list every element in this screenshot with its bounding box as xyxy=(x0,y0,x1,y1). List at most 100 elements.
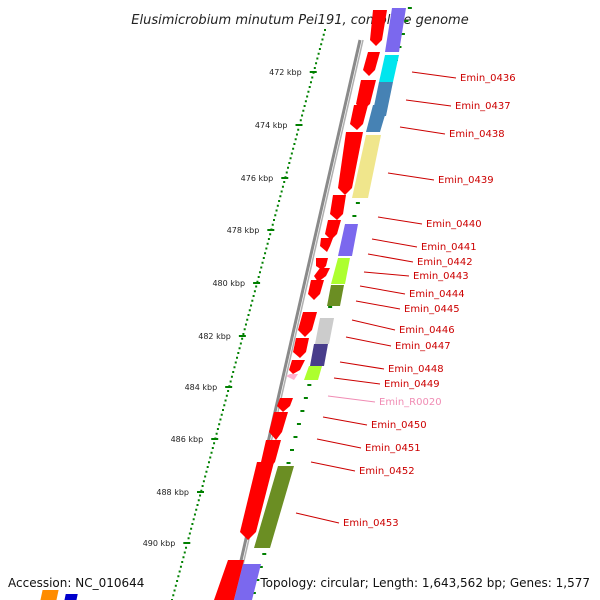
ruler-dot xyxy=(315,62,318,65)
gene-block-orange[interactable] xyxy=(40,590,59,600)
ruler-dot xyxy=(307,90,310,93)
ruler-dot xyxy=(227,390,230,392)
gene-arrow-fwd[interactable] xyxy=(277,398,293,412)
cog-block[interactable] xyxy=(338,224,358,256)
gene-label[interactable]: Emin_0453 xyxy=(343,518,399,529)
gene-arrow-fwd[interactable] xyxy=(314,268,330,282)
ruler-dot xyxy=(302,109,305,112)
gene-arrow-fwd[interactable] xyxy=(370,10,387,46)
ruler-dot xyxy=(188,532,191,535)
gene-label[interactable]: Emin_0440 xyxy=(426,219,482,230)
gene-label[interactable]: Emin_0445 xyxy=(404,304,460,315)
gene-arrow-fwd[interactable] xyxy=(293,338,309,358)
gene-arrow-fwd[interactable] xyxy=(298,312,317,337)
ruler-dot xyxy=(204,475,207,478)
ruler-dot xyxy=(293,143,296,145)
ruler-dot xyxy=(289,157,292,160)
ruler-dot xyxy=(301,114,304,117)
gene-label[interactable]: Emin_0444 xyxy=(409,289,465,300)
gene-arrow-fwd[interactable] xyxy=(289,360,305,374)
ruler-dot xyxy=(320,43,323,46)
gene-block-blue[interactable] xyxy=(64,594,78,600)
ruler-dot xyxy=(238,347,241,350)
gene-arrow-fwd[interactable] xyxy=(350,105,368,130)
ruler-dot xyxy=(215,432,218,435)
cog-block[interactable] xyxy=(310,344,328,366)
gene-leader-line xyxy=(295,512,340,524)
ruler-dot xyxy=(290,152,293,155)
cog-block[interactable] xyxy=(234,564,261,600)
cog-block[interactable] xyxy=(379,55,399,82)
ruler-dot xyxy=(281,185,284,188)
ruler-dot xyxy=(303,105,306,107)
ruler-dot xyxy=(311,76,314,79)
ruler-dot xyxy=(261,261,264,264)
gene-arrow-fwd[interactable] xyxy=(338,132,363,195)
ruler-dot xyxy=(321,38,324,41)
ruler-dot xyxy=(251,299,254,302)
gene-leader-line xyxy=(359,285,406,295)
ruler-dot xyxy=(176,580,179,582)
cog-block[interactable] xyxy=(385,8,406,52)
gene-label[interactable]: Emin_0442 xyxy=(417,257,473,268)
ruler-dot xyxy=(255,285,258,288)
gene-arrow-fwd[interactable] xyxy=(320,238,333,252)
ruler-dot xyxy=(232,371,235,373)
cog-block[interactable] xyxy=(254,466,294,548)
gene-arrow-fwd[interactable] xyxy=(316,258,328,270)
ruler-dot xyxy=(271,223,274,226)
cog-block[interactable] xyxy=(352,135,381,198)
gene-leader-line xyxy=(387,172,435,181)
gene-label[interactable]: Emin_0436 xyxy=(460,73,516,84)
ruler-dot xyxy=(210,451,213,454)
ruler-dot xyxy=(201,485,204,487)
gene-arrow-fwd[interactable] xyxy=(269,412,288,440)
ruler-dot xyxy=(196,504,199,506)
cog-block[interactable] xyxy=(304,366,322,380)
gene-leader-line xyxy=(322,416,368,426)
gene-arrow-fwd[interactable] xyxy=(325,220,341,240)
ruler-dot xyxy=(308,86,311,88)
ruler-dot xyxy=(187,537,190,540)
ruler-dot xyxy=(224,399,227,402)
gene-label[interactable]: Emin_0449 xyxy=(384,379,440,390)
gene-arrow-fwd[interactable] xyxy=(330,195,346,220)
gene-label[interactable]: Emin_0438 xyxy=(449,129,505,140)
ruler-dot xyxy=(197,499,200,502)
tick-label: 474 kbp xyxy=(255,121,288,130)
gene-label[interactable]: Emin_0437 xyxy=(455,101,511,112)
genome-summary-text: Topology: circular; Length: 1,643,562 bp… xyxy=(259,576,590,590)
ruler-dot xyxy=(247,314,250,316)
gene-label[interactable]: Emin_0441 xyxy=(421,242,477,253)
gene-arrow-fwd[interactable] xyxy=(240,462,274,540)
cog-block[interactable] xyxy=(315,318,334,344)
gene-label[interactable]: Emin_0450 xyxy=(371,420,427,431)
cog-block[interactable] xyxy=(327,285,344,306)
gene-label[interactable]: Emin_0446 xyxy=(399,325,455,336)
gene-arrow-fwd[interactable] xyxy=(308,280,324,300)
gene-arrow-fwd[interactable] xyxy=(356,80,376,110)
gene-label[interactable]: Emin_0439 xyxy=(438,175,494,186)
gene-leader-line xyxy=(371,238,418,248)
ruler-dot xyxy=(178,570,181,573)
gene-leader-line xyxy=(355,300,401,310)
ruler-dot xyxy=(183,551,186,554)
gene-label[interactable]: Emin_R0020 xyxy=(379,397,442,408)
gene-label[interactable]: Emin_0448 xyxy=(388,364,444,375)
gene-arrow-fwd[interactable] xyxy=(286,374,298,380)
ruler-dot xyxy=(218,423,221,426)
cog-block[interactable] xyxy=(366,105,388,132)
cog-block[interactable] xyxy=(331,258,350,284)
tick-label: 478 kbp xyxy=(227,226,260,235)
ruler-dot xyxy=(252,295,255,297)
ruler-dot xyxy=(279,195,282,198)
ruler-dot xyxy=(313,67,316,69)
gene-label[interactable]: Emin_0443 xyxy=(413,271,469,282)
gene-label[interactable]: Emin_0452 xyxy=(359,466,415,477)
ruler-dot xyxy=(304,100,307,103)
ruler-dot xyxy=(309,81,312,84)
ruler-dot xyxy=(181,561,184,563)
gene-label[interactable]: Emin_0451 xyxy=(365,443,421,454)
gene-label[interactable]: Emin_0447 xyxy=(395,341,451,352)
gene-arrow-fwd[interactable] xyxy=(363,52,380,76)
